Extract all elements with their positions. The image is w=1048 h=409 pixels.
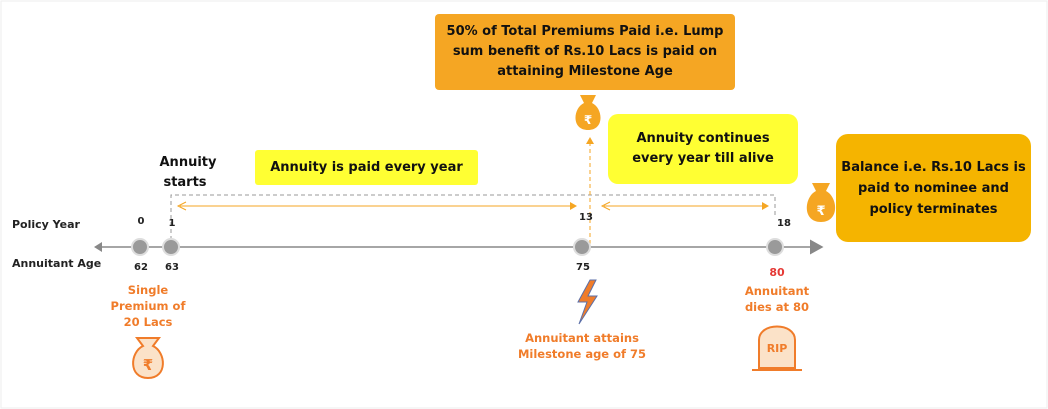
arrow-head: [176, 201, 187, 211]
dot: [162, 238, 180, 256]
box-line: Balance i.e. Rs.10 Lacs is: [841, 159, 1026, 175]
timeline-arrow: [94, 242, 102, 252]
lightning-icon: [577, 279, 598, 325]
box-line: Annuity is paid every year: [270, 160, 463, 175]
box-line: attaining Milestone Age: [497, 64, 673, 79]
dies-note: dies at 80: [745, 300, 809, 314]
rupee: ₹: [584, 113, 592, 127]
tombstone-icon: RIP: [752, 325, 802, 371]
policy-year: 0: [138, 216, 145, 227]
balance-box: Balance i.e. Rs.10 Lacs is paid to nomin…: [836, 134, 1031, 242]
premium-note: Single: [128, 283, 169, 297]
box-line: Annuity continues: [636, 131, 770, 146]
age: 75: [576, 262, 590, 273]
dot: [766, 238, 784, 256]
rip: RIP: [767, 342, 788, 355]
policy-year: 13: [579, 212, 593, 223]
money-bag-icon: ₹: [132, 337, 164, 380]
age: 80: [769, 266, 785, 279]
policy-year: 1: [169, 218, 176, 229]
milestone-note: Milestone age of 75: [518, 347, 646, 361]
box-line: policy terminates: [869, 201, 998, 217]
money-bag-icon: ₹: [575, 95, 601, 130]
box-line: 50% of Total Premiums Paid i.e. Lump: [446, 24, 724, 39]
age: 62: [134, 262, 148, 273]
dots: [131, 238, 784, 256]
continue-box: Annuity continues every year till alive: [608, 114, 798, 184]
milestone-note: Annuitant attains: [525, 331, 639, 345]
box-line: sum benefit of Rs.10 Lacs is paid on: [452, 44, 718, 59]
annuity-starts: Annuity: [160, 155, 217, 170]
annuity-starts: starts: [163, 175, 206, 190]
annuity-bracket: [170, 194, 776, 240]
premium-note: Premium of: [111, 299, 187, 313]
rupee: ₹: [816, 204, 825, 219]
dies-note: Annuitant: [745, 284, 810, 298]
age: 63: [165, 262, 179, 273]
money-bag-icon: ₹: [806, 183, 836, 222]
rupee: ₹: [143, 356, 153, 374]
arrow-head: [600, 201, 611, 211]
dot: [573, 238, 591, 256]
policy-year: 18: [777, 218, 791, 229]
milestone-box: 50% of Total Premiums Paid i.e. Lump sum…: [435, 14, 735, 90]
paid-box: Annuity is paid every year: [255, 150, 478, 185]
row-label: Annuitant Age: [12, 257, 101, 270]
premium-note: 20 Lacs: [124, 315, 173, 329]
row-label: Policy Year: [12, 218, 81, 231]
box-line: paid to nominee and: [858, 180, 1009, 196]
box-line: every year till alive: [632, 151, 774, 166]
dot: [131, 238, 149, 256]
